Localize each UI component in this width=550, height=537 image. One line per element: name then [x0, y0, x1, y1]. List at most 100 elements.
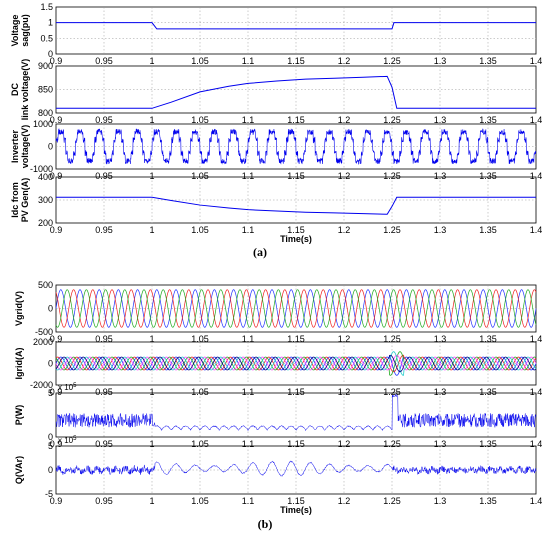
xtick-label: 1.35: [479, 496, 497, 506]
ytick-label: 200: [38, 218, 53, 228]
xtick-label: 0.95: [95, 56, 113, 66]
xtick-label: 1.35: [479, 334, 497, 344]
ylabel-b4: Q(VAr): [14, 456, 24, 484]
xtick-label: 1.05: [191, 56, 209, 66]
xtick-label: 1.2: [338, 225, 351, 235]
xtick-label: 0.95: [95, 115, 113, 125]
trace-a1: [56, 22, 536, 30]
xtick-label: 1.15: [287, 115, 305, 125]
xtick-label: 1.1: [242, 334, 255, 344]
xtick-label: 1.15: [287, 387, 305, 397]
ytick-label: 0: [48, 359, 53, 369]
xtick-label: 0.95: [95, 225, 113, 235]
trace-a4: [56, 196, 536, 215]
xtick-label: 1.15: [287, 496, 305, 506]
ytick-label: -2000: [30, 380, 53, 390]
xtick-label: 1: [149, 56, 154, 66]
ylabel-b1: Vgrid(V): [14, 291, 24, 326]
xtick-label: 1.15: [287, 439, 305, 449]
xtick-label: 1.1: [242, 496, 255, 506]
xtick-label: 1: [149, 496, 154, 506]
xtick-label: 1.2: [338, 334, 351, 344]
xtick-label: 1.15: [287, 225, 305, 235]
ylabel-a1: Voltagesag(pu): [10, 14, 30, 47]
phase-trace: [55, 289, 537, 328]
ytick-label: 300: [38, 195, 53, 205]
xtick-label: 1.4: [530, 387, 543, 397]
xtick-label: 1.1: [242, 439, 255, 449]
xlabel-b4: Time(s): [280, 505, 312, 515]
xtick-label: 1.25: [383, 56, 401, 66]
xtick-label: 1.4: [530, 334, 543, 344]
xtick-label: 1.4: [530, 496, 543, 506]
ytick-label: 400: [38, 172, 53, 182]
xtick-label: 1.35: [479, 225, 497, 235]
ytick-label: 1000: [33, 119, 53, 129]
ytick-label: 0: [48, 49, 53, 59]
xtick-label: 0.95: [95, 439, 113, 449]
xtick-label: 1: [149, 387, 154, 397]
xtick-label: 0.9: [50, 115, 63, 125]
xlabel-a4: Time(s): [280, 234, 312, 244]
xtick-label: 1.1: [242, 171, 255, 181]
xtick-label: 0.9: [50, 225, 63, 235]
xtick-label: 1.25: [383, 115, 401, 125]
xtick-label: 1.3: [434, 225, 447, 235]
xtick-label: 1.1: [242, 387, 255, 397]
xtick-label: 0.95: [95, 387, 113, 397]
xtick-label: 0.95: [95, 334, 113, 344]
xtick-label: 1.15: [287, 334, 305, 344]
xtick-label: 1.05: [191, 496, 209, 506]
xtick-label: 1.2: [338, 496, 351, 506]
xtick-label: 1.1: [242, 225, 255, 235]
xtick-label: 1: [149, 225, 154, 235]
xtick-label: 1.15: [287, 56, 305, 66]
xtick-label: 1.2: [338, 115, 351, 125]
xtick-label: 1.25: [383, 334, 401, 344]
xtick-label: 1.05: [191, 387, 209, 397]
scale-exponent-b4: x 105: [58, 436, 77, 445]
xtick-label: 1.2: [338, 56, 351, 66]
xtick-label: 1.3: [434, 496, 447, 506]
xtick-label: 1: [149, 439, 154, 449]
ytick-label: 0: [48, 142, 53, 152]
ytick-label: 2000: [33, 337, 53, 347]
xtick-label: 1.15: [287, 171, 305, 181]
xtick-label: 1.25: [383, 387, 401, 397]
ytick-label: 850: [38, 85, 53, 95]
xtick-label: 1.25: [383, 439, 401, 449]
ytick-label: 900: [38, 61, 53, 71]
ytick-label: 1: [48, 18, 53, 28]
phase-trace: [55, 289, 537, 328]
xtick-label: 1.35: [479, 56, 497, 66]
ytick-label: -1000: [30, 164, 53, 174]
xtick-label: 1: [149, 171, 154, 181]
trace-b3: [55, 393, 537, 432]
xtick-label: 1.3: [434, 171, 447, 181]
ylabel-a4: Idc fromPV Gen(A): [10, 178, 30, 223]
xtick-label: 1.35: [479, 387, 497, 397]
ytick-label: 0.5: [40, 33, 53, 43]
xtick-label: 1.4: [530, 225, 543, 235]
ytick-label: 800: [38, 108, 53, 118]
xtick-label: 0.9: [50, 439, 63, 449]
ylabel-b2: Igrid(A): [14, 348, 24, 380]
ytick-label: 0: [48, 432, 53, 442]
xtick-label: 1.3: [434, 334, 447, 344]
xtick-label: 0.95: [95, 496, 113, 506]
ylabel-b3: P(W): [14, 405, 24, 426]
trace-a2: [56, 75, 536, 109]
caption-a: (a): [253, 245, 267, 259]
xtick-label: 1: [149, 115, 154, 125]
ytick-label: 5: [48, 388, 53, 398]
trace-a3: [55, 127, 537, 165]
xtick-label: 1.3: [434, 439, 447, 449]
xtick-label: 1.35: [479, 439, 497, 449]
xtick-label: 1.4: [530, 56, 543, 66]
ylabel-a3: Invertervoltage(V): [10, 125, 30, 169]
xtick-label: 1.25: [383, 171, 401, 181]
xtick-label: 1.25: [383, 225, 401, 235]
phase-trace: [55, 354, 537, 373]
xtick-label: 1.1: [242, 56, 255, 66]
